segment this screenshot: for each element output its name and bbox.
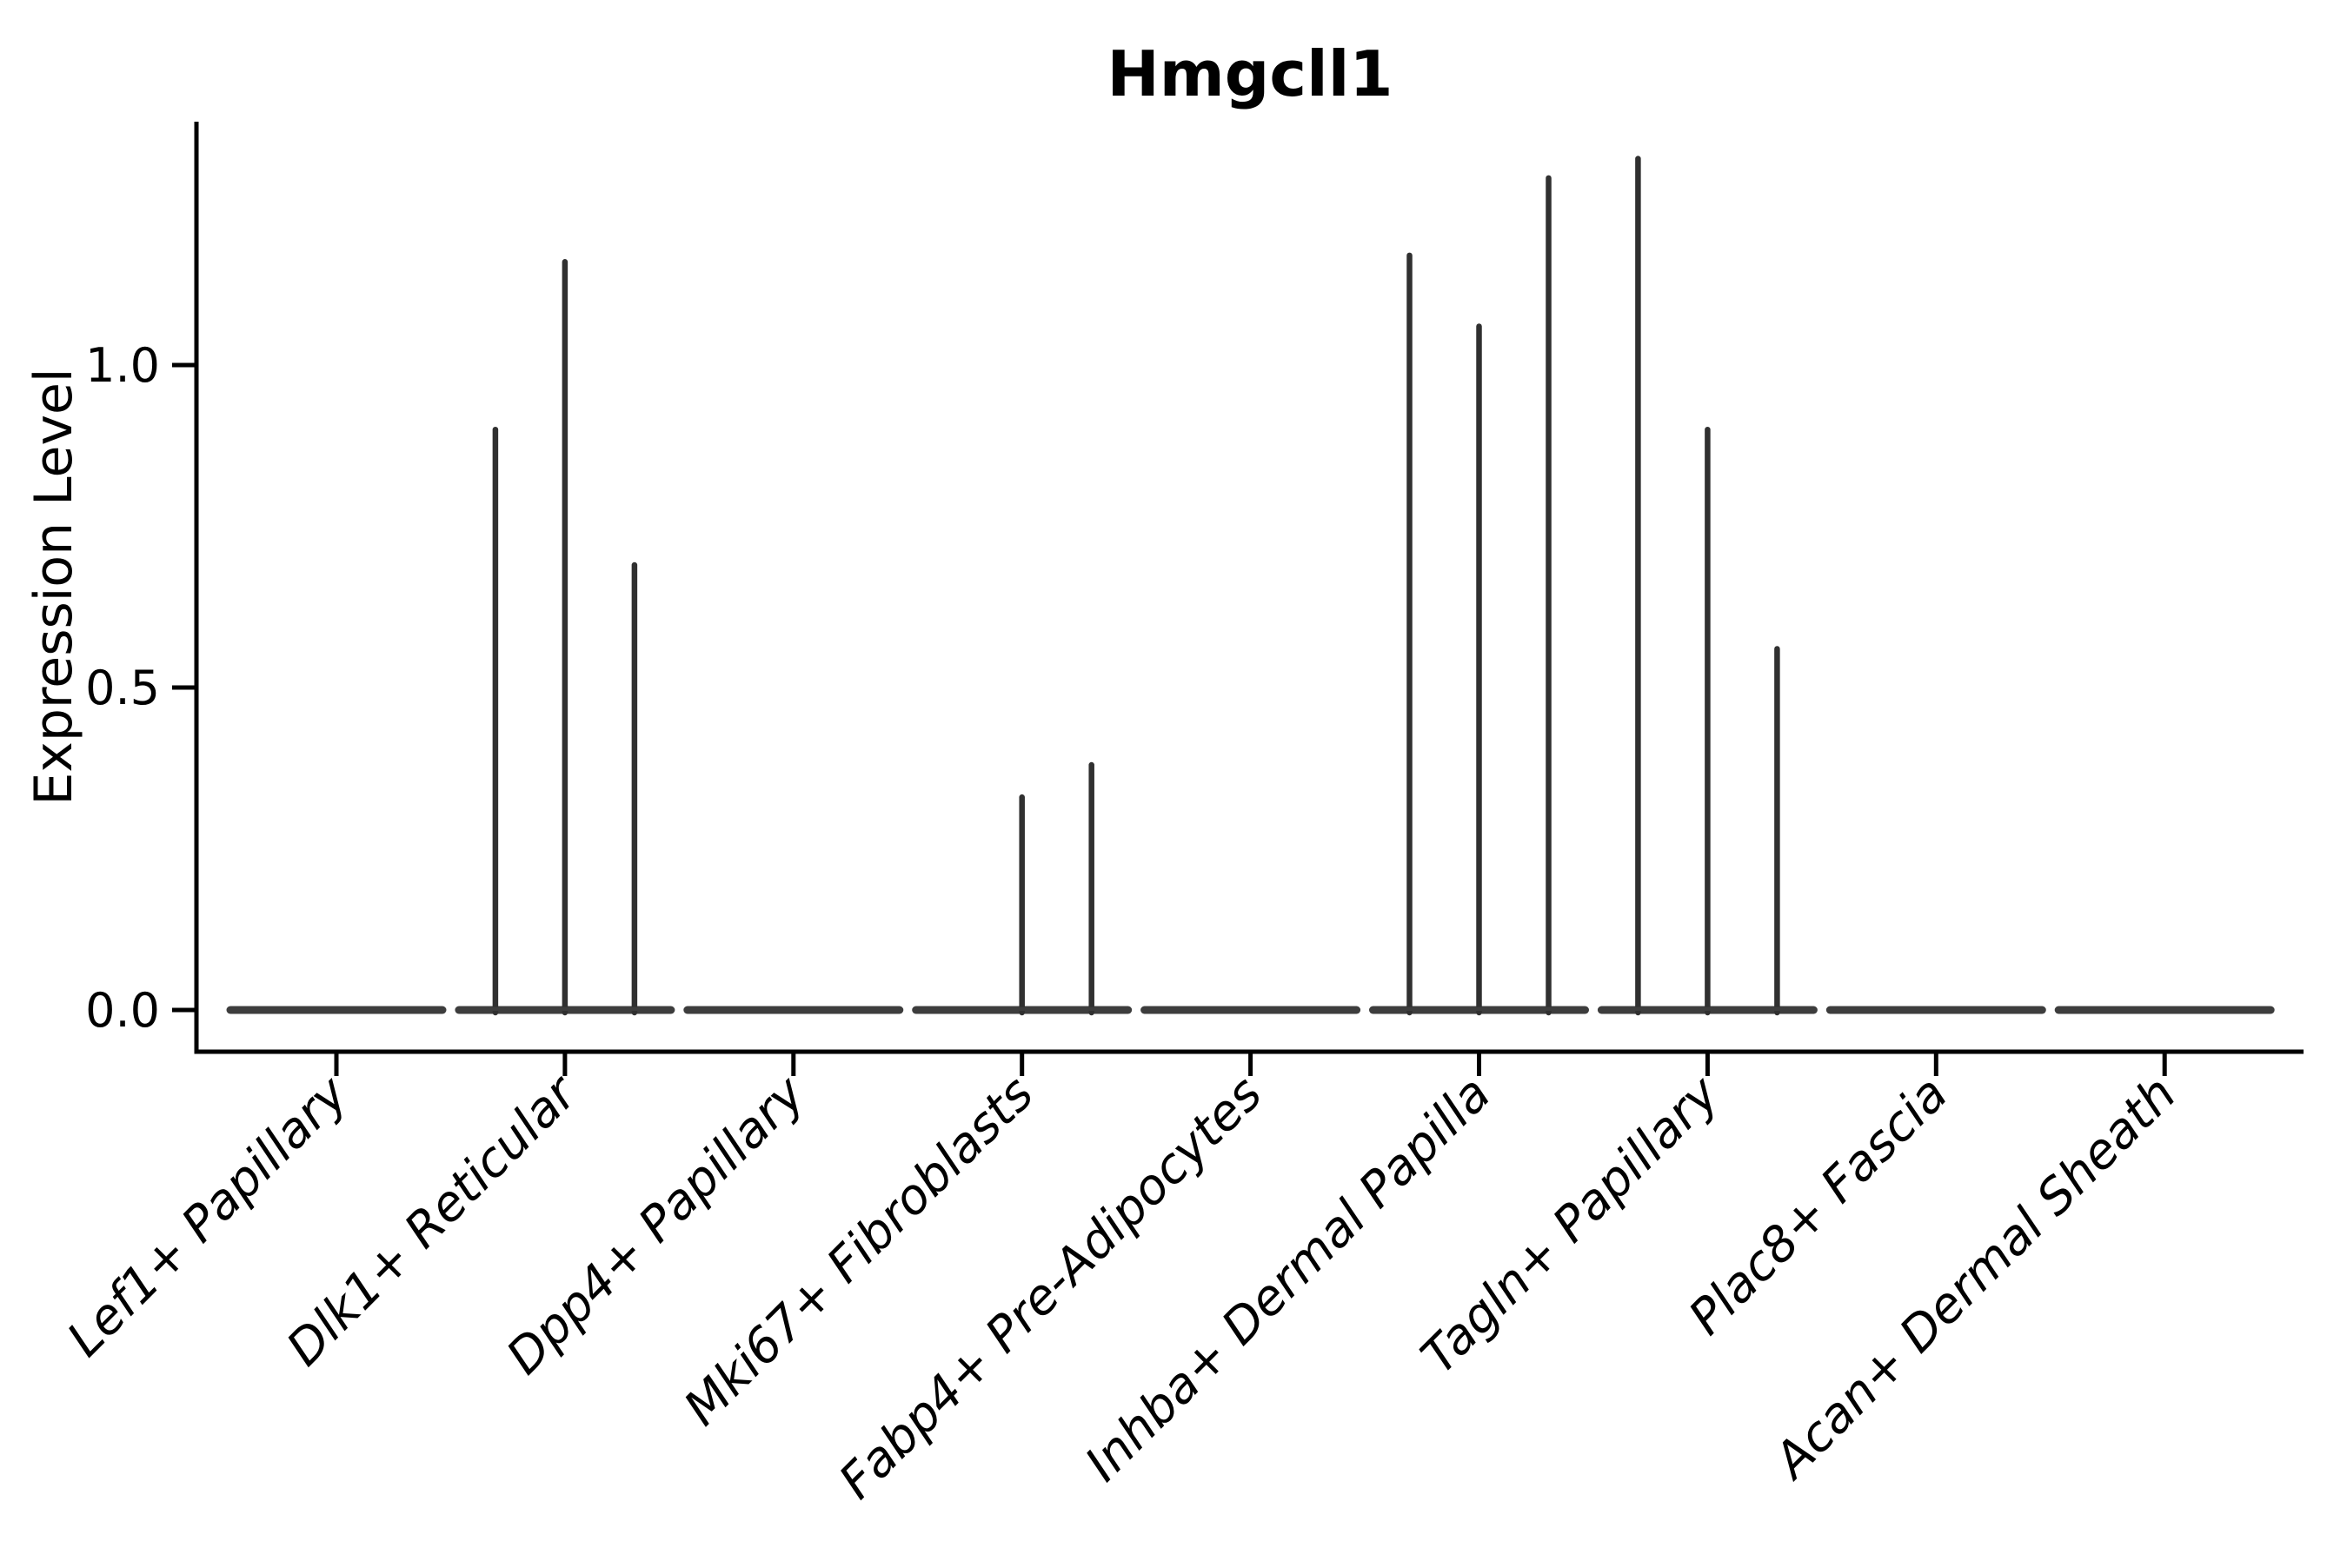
violin-spike-foot xyxy=(1077,1007,1106,1011)
x-tick-label: Inhba+ Dermal Papilla xyxy=(1074,1066,1501,1492)
violin-spike-foot xyxy=(1624,1007,1652,1011)
y-tick-label: 1.0 xyxy=(85,338,160,393)
violin-spike-foot xyxy=(1395,1007,1424,1011)
y-tick-label: 0.0 xyxy=(85,983,160,1038)
violin-spike-foot xyxy=(1465,1007,1493,1011)
violin-spike-foot xyxy=(1693,1007,1722,1011)
violin-spike-foot xyxy=(481,1007,509,1011)
chart-title: Hmgcll1 xyxy=(1107,37,1393,110)
y-axis-label: Expression Level xyxy=(23,368,84,805)
violin-spike-foot xyxy=(1763,1007,1792,1011)
violin-spike-foot xyxy=(1007,1007,1036,1011)
violin-spike-foot xyxy=(620,1007,648,1011)
violins-layer xyxy=(226,156,2275,1016)
violin-spike-foot xyxy=(1534,1007,1563,1011)
violin-spike-foot xyxy=(550,1007,579,1011)
x-tick-label: Acan+ Dermal Sheath xyxy=(1762,1066,2187,1491)
y-tick-label: 0.5 xyxy=(85,661,160,715)
x-tick-label: Fabp4+ Pre-Adipocytes xyxy=(828,1066,1273,1510)
